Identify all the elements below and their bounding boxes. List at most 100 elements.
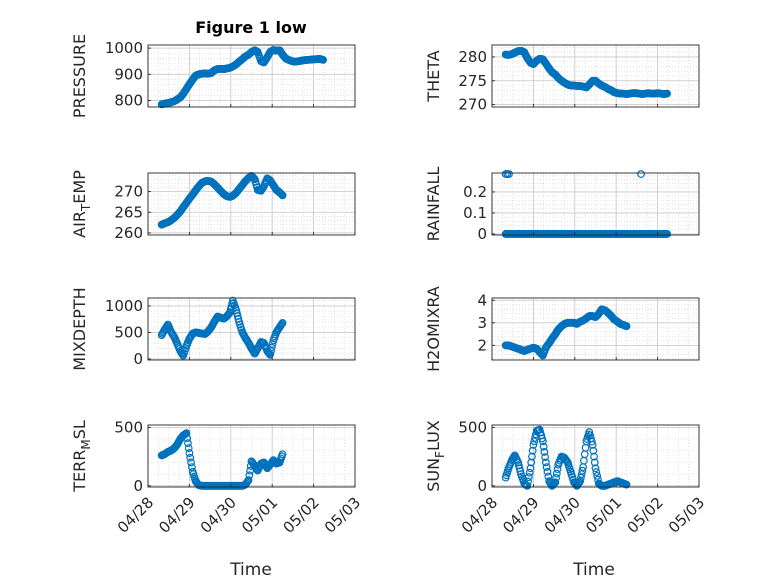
data-point bbox=[622, 322, 631, 331]
data-point bbox=[529, 440, 538, 449]
y-axis-label: H2OMIXRA bbox=[424, 286, 443, 372]
y-axis-label: SUNFLUX bbox=[424, 420, 447, 492]
data-markers bbox=[501, 305, 631, 360]
data-point bbox=[622, 480, 631, 489]
data-point bbox=[268, 340, 277, 348]
data-point bbox=[524, 473, 533, 481]
y-tick-label: 0 bbox=[133, 350, 143, 368]
y-tick-label: 0.1 bbox=[463, 204, 487, 222]
data-point bbox=[319, 56, 328, 64]
data-markers bbox=[501, 170, 672, 238]
data-point bbox=[578, 466, 587, 475]
x-axis-label-left: Time bbox=[229, 560, 272, 580]
data-point bbox=[551, 478, 560, 487]
x-axis-label-right: Time bbox=[572, 560, 615, 580]
data-point bbox=[182, 429, 191, 438]
data-markers bbox=[157, 429, 287, 490]
data-point bbox=[523, 481, 532, 490]
data-point bbox=[576, 477, 585, 486]
data-point bbox=[552, 469, 561, 478]
axes-frame bbox=[491, 172, 700, 236]
y-tick-label: 280 bbox=[458, 48, 487, 66]
data-point bbox=[266, 350, 275, 359]
y-axis-label: PRESSURE bbox=[70, 34, 89, 118]
data-point bbox=[524, 477, 532, 486]
data-point bbox=[277, 190, 286, 199]
data-point bbox=[505, 170, 513, 178]
data-point bbox=[542, 463, 551, 472]
data-point bbox=[525, 468, 534, 477]
data-markers bbox=[157, 296, 287, 360]
data-point bbox=[637, 170, 645, 178]
y-axis-label: MIXDEPTH bbox=[70, 287, 89, 370]
y-tick-label: 275 bbox=[458, 72, 487, 90]
data-point bbox=[530, 437, 539, 446]
data-point bbox=[577, 473, 585, 482]
data-point bbox=[550, 479, 559, 488]
y-tick-label: 900 bbox=[114, 65, 143, 83]
y-tick-label: 270 bbox=[114, 183, 143, 201]
y-tick-label: 0 bbox=[477, 225, 487, 243]
y-tick-label: 4 bbox=[477, 291, 487, 309]
data-point bbox=[528, 452, 536, 461]
data-point bbox=[278, 450, 287, 459]
subplot-rainfall: 0 0.1 0.2 RAINFALL bbox=[424, 167, 700, 243]
figure-title: Figure 1 low bbox=[195, 18, 307, 37]
axes-frame bbox=[491, 297, 700, 361]
subplot-h2omixra: 2 3 4 H2OMIXRA bbox=[424, 286, 700, 372]
data-point bbox=[185, 449, 194, 457]
y-tick-label: 0.2 bbox=[463, 183, 487, 201]
data-markers bbox=[157, 46, 328, 109]
y-tick-label: 0 bbox=[133, 477, 143, 495]
data-point bbox=[590, 458, 599, 467]
data-point bbox=[186, 453, 195, 462]
y-tick-label: 500 bbox=[114, 323, 143, 341]
subplot-pressure: 800 900 1000 PRESSURE bbox=[70, 34, 356, 118]
data-point bbox=[184, 439, 192, 448]
data-point bbox=[276, 189, 285, 198]
data-point bbox=[527, 458, 536, 467]
axes-frame bbox=[491, 424, 700, 488]
data-point bbox=[277, 189, 286, 198]
data-point bbox=[591, 464, 600, 473]
data-markers bbox=[157, 171, 287, 229]
data-point bbox=[590, 452, 598, 461]
y-tick-label: 270 bbox=[458, 96, 487, 114]
data-point bbox=[541, 458, 550, 467]
data-point bbox=[278, 191, 287, 200]
y-axis-label: AIRTEMP bbox=[70, 170, 93, 238]
axes-frame bbox=[147, 44, 356, 108]
data-point bbox=[575, 478, 584, 487]
data-point bbox=[267, 343, 276, 352]
data-point bbox=[587, 437, 596, 446]
subplot-air-temp: 260 265 270 AIRTEMP bbox=[70, 170, 356, 242]
data-point bbox=[663, 230, 672, 238]
data-point bbox=[187, 458, 195, 467]
y-axis-label: TERRMSL bbox=[70, 420, 93, 493]
y-tick-label: 260 bbox=[114, 224, 143, 242]
y-axis-label: THETA bbox=[424, 50, 443, 102]
subplot-mixdepth: 0 500 1000 MIXDEPTH bbox=[70, 287, 356, 371]
axes-frame bbox=[147, 172, 356, 236]
data-markers bbox=[501, 46, 672, 99]
data-point bbox=[543, 467, 552, 476]
y-tick-label: 3 bbox=[477, 314, 487, 332]
data-markers bbox=[501, 425, 631, 490]
axes-frame bbox=[147, 297, 356, 361]
data-point bbox=[184, 444, 193, 453]
data-point bbox=[541, 453, 549, 462]
data-point bbox=[552, 474, 560, 482]
y-axis-label: RAINFALL bbox=[424, 167, 443, 242]
data-point bbox=[663, 89, 672, 98]
data-point bbox=[593, 471, 602, 480]
y-tick-label: 0 bbox=[477, 477, 487, 495]
data-point bbox=[528, 446, 537, 455]
data-point bbox=[592, 468, 601, 476]
data-point bbox=[588, 440, 597, 449]
data-point bbox=[183, 434, 192, 443]
axes-frame bbox=[491, 44, 700, 108]
data-point bbox=[249, 173, 258, 182]
y-tick-label: 2 bbox=[477, 336, 487, 354]
data-point bbox=[539, 442, 548, 451]
